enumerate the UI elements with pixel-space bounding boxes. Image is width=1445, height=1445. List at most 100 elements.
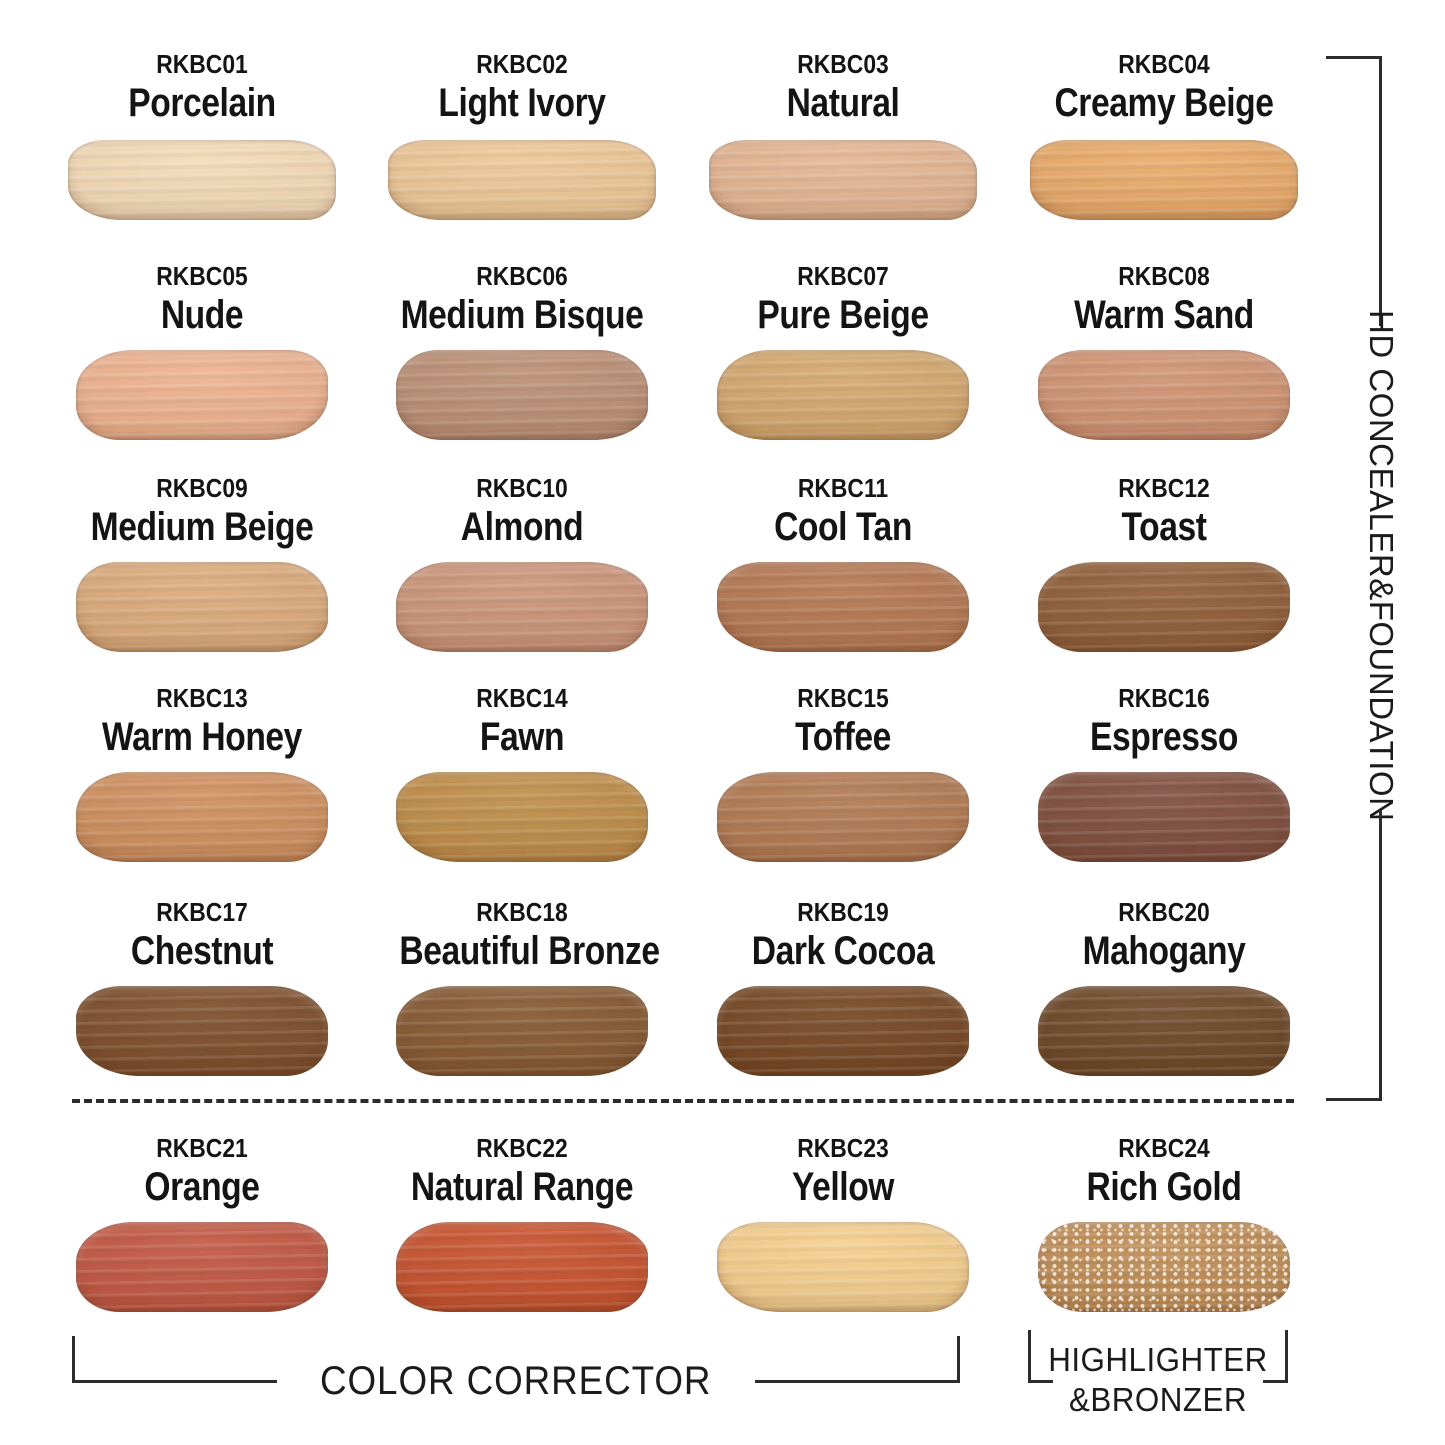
shade-code: RKBC08 [1118,261,1210,291]
highlighter-bronzer-group: HIGHLIGHTER &BRONZER [1022,1330,1294,1420]
shade-code: RKBC10 [476,473,568,503]
shade-swatch [1038,1222,1290,1312]
shade-swatch [717,772,969,862]
shade-card: RKBC23 Yellow [697,1132,989,1312]
shade-name: Pure Beige [757,293,929,337]
shade-card: RKBC18 Beautiful Bronze [376,896,668,1076]
shade-code: RKBC21 [156,1133,248,1163]
shade-card: RKBC17 Chestnut [56,896,348,1076]
shade-swatch [717,986,969,1076]
shade-card: RKBC05 Nude [56,260,348,440]
shade-card: RKBC22 Natural Range [376,1132,668,1312]
right-bracket-bottom-cap [1326,1098,1382,1101]
shade-swatch [76,772,328,862]
color-corrector-label: COLOR CORRECTOR [320,1358,712,1403]
shade-name: Espresso [1090,715,1238,759]
right-bracket-line-top [1379,56,1382,326]
shade-name: Natural Range [410,1165,634,1209]
hd-concealer-foundation-label: HD CONCEALER&FOUNDATION [1363,310,1400,822]
shade-code: RKBC13 [156,683,248,713]
shade-swatch [396,350,648,440]
color-corrector-bracket-line-left [72,1379,278,1383]
shade-code: RKBC22 [476,1133,568,1163]
shade-name: Porcelain [128,81,276,125]
color-corrector-bracket-left-riser [72,1336,75,1382]
shade-swatch [1038,986,1290,1076]
shade-name: Cool Tan [774,505,912,549]
shade-swatch [396,986,648,1076]
shade-swatch [76,986,328,1076]
color-corrector-bracket-right-riser [957,1336,960,1382]
shade-code: RKBC16 [1118,683,1210,713]
shade-code: RKBC20 [1118,897,1210,927]
highlighter-label-line2: &BRONZER [1068,1381,1247,1418]
shade-code: RKBC05 [156,261,248,291]
highlighter-label-line1: HIGHLIGHTER [1048,1341,1268,1378]
shade-name: Almond [460,505,584,549]
shade-card: RKBC06 Medium Bisque [376,260,668,440]
shade-swatch [396,562,648,652]
shade-code: RKBC04 [1118,49,1210,79]
shade-swatch [709,140,977,220]
shade-name: Toast [1121,505,1207,549]
shade-name: Beautiful Bronze [399,929,660,973]
shade-card: RKBC12 Toast [1018,472,1310,652]
shade-name: Medium Beige [90,505,314,549]
shade-name: Natural [786,81,900,125]
shade-name: Medium Bisque [400,293,644,337]
dashed-divider [72,1099,1294,1103]
shade-swatch [76,350,328,440]
shade-card: RKBC13 Warm Honey [56,682,348,862]
shade-name: Creamy Beige [1054,81,1274,125]
shade-code: RKBC24 [1118,1133,1210,1163]
shade-swatch [1038,772,1290,862]
shade-card: RKBC15 Toffee [697,682,989,862]
shade-card: RKBC11 Cool Tan [697,472,989,652]
shade-code: RKBC02 [476,49,568,79]
shade-name: Mahogany [1082,929,1246,973]
shade-swatch [717,562,969,652]
shade-code: RKBC23 [797,1133,889,1163]
shade-name: Chestnut [130,929,274,973]
shade-card: RKBC03 Natural [697,48,989,220]
shade-name: Rich Gold [1086,1165,1242,1209]
shade-card: RKBC09 Medium Beige [56,472,348,652]
color-corrector-bracket-line-right [754,1379,961,1383]
highlighter-bracket-left [1028,1330,1053,1383]
shade-code: RKBC17 [156,897,248,927]
shade-card: RKBC07 Pure Beige [697,260,989,440]
shade-swatch [388,140,656,220]
shade-name: Orange [144,1165,260,1209]
shade-code: RKBC09 [156,473,248,503]
shade-swatch [717,1222,969,1312]
shade-card: RKBC20 Mahogany [1018,896,1310,1076]
shade-name: Dark Cocoa [751,929,935,973]
shade-swatch [396,772,648,862]
shade-code: RKBC01 [156,49,248,79]
right-bracket-top-cap [1326,56,1382,59]
shade-name: Warm Honey [102,715,302,759]
shade-swatch [1030,140,1298,220]
right-bracket-line-bottom [1379,810,1382,1101]
highlighter-bracket-right [1263,1330,1288,1383]
shade-card: RKBC21 Orange [56,1132,348,1312]
shade-name: Fawn [479,715,565,759]
shade-name: Nude [160,293,244,337]
shade-code: RKBC19 [797,897,889,927]
shade-swatch [1038,350,1290,440]
shade-swatch [717,350,969,440]
color-corrector-bracket: COLOR CORRECTOR [72,1336,961,1404]
shade-swatch [76,1222,328,1312]
shade-card: RKBC16 Espresso [1018,682,1310,862]
shade-name: Yellow [791,1165,895,1209]
shade-code: RKBC15 [797,683,889,713]
shade-card: RKBC14 Fawn [376,682,668,862]
shade-code: RKBC03 [797,49,889,79]
shade-card: RKBC10 Almond [376,472,668,652]
shade-card: RKBC02 Light Ivory [376,48,668,220]
shade-code: RKBC11 [797,473,889,503]
shade-card: RKBC04 Creamy Beige [1018,48,1310,220]
shade-name: Warm Sand [1074,293,1254,337]
shade-card: RKBC24 Rich Gold [1018,1132,1310,1312]
